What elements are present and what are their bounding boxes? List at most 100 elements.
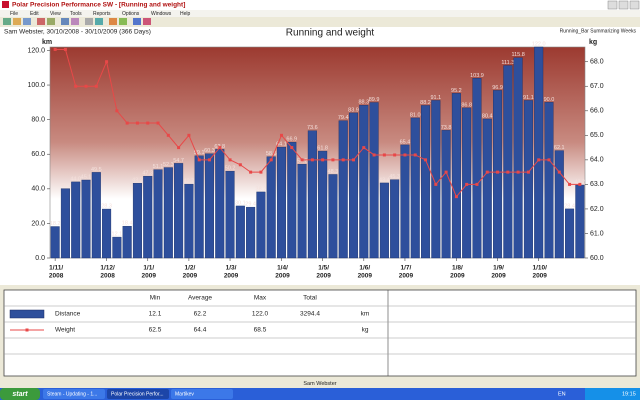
data-label: 61.8 xyxy=(317,146,328,152)
x-tick-label: 2009 xyxy=(491,273,506,280)
weight-marker xyxy=(105,60,109,64)
tool-button[interactable] xyxy=(23,18,31,25)
x-tick-label: 2009 xyxy=(399,273,414,280)
chart-title: Running and weight xyxy=(286,28,375,39)
bar xyxy=(81,179,91,259)
weight-marker xyxy=(197,158,201,162)
x-tick-label: 2009 xyxy=(224,273,239,280)
close-button[interactable] xyxy=(629,0,640,10)
weight-line xyxy=(55,48,580,198)
data-label: 45.1 xyxy=(81,174,92,180)
y-tick-label: 0.0 xyxy=(35,255,45,262)
bar xyxy=(493,90,503,259)
x-tick-label: 2009 xyxy=(358,273,373,280)
data-label: 122.0 xyxy=(532,41,546,47)
bar xyxy=(91,172,101,259)
data-label: 28.4 xyxy=(564,203,575,209)
bar xyxy=(431,100,441,259)
data-label: 64.1 xyxy=(276,142,287,148)
menu-item[interactable]: Tools xyxy=(70,11,82,17)
tool-button[interactable] xyxy=(47,18,55,25)
bar xyxy=(297,164,307,259)
table-cell: 62.2 xyxy=(194,311,207,318)
bar xyxy=(410,117,420,259)
data-label: 80.4 xyxy=(482,113,493,119)
maximize-button[interactable] xyxy=(618,0,629,10)
bar xyxy=(472,78,482,259)
bar xyxy=(122,225,132,259)
bar xyxy=(174,163,184,259)
weight-marker xyxy=(310,158,314,162)
bar xyxy=(266,156,276,259)
bar xyxy=(246,206,256,259)
weight-marker xyxy=(300,158,304,162)
menu-item[interactable]: View xyxy=(50,11,61,17)
x-tick-label: 1/12/ xyxy=(100,265,115,272)
task-button[interactable] xyxy=(171,389,233,399)
data-label: 52.3 xyxy=(163,162,174,168)
data-label: 73.6 xyxy=(307,125,318,131)
data-label: 50.2 xyxy=(225,166,236,172)
menu-item[interactable]: Windows xyxy=(151,11,172,17)
language: EN xyxy=(558,391,566,397)
bar xyxy=(204,153,214,259)
tool-button[interactable] xyxy=(85,18,93,25)
data-label: 91.1 xyxy=(430,95,441,101)
toolbar xyxy=(0,17,640,27)
weight-marker xyxy=(321,158,325,162)
column-header: Min xyxy=(150,295,161,302)
y2-tick-label: 61.0 xyxy=(590,230,604,237)
data-label: 28.3 xyxy=(101,204,112,210)
tool-button[interactable] xyxy=(109,18,117,25)
tool-button[interactable] xyxy=(95,18,103,25)
title-bar xyxy=(0,0,640,10)
y2-tick-label: 62.0 xyxy=(590,206,604,213)
column-header: Max xyxy=(254,295,267,302)
x-tick-label: 1/8/ xyxy=(452,265,463,272)
tool-button[interactable] xyxy=(133,18,141,25)
data-label: 59.1 xyxy=(194,150,205,156)
x-tick-label: 2009 xyxy=(142,273,157,280)
legend-swatch xyxy=(9,309,45,319)
clock: 19:15 xyxy=(622,391,636,397)
menu-item[interactable]: File xyxy=(10,11,18,17)
weight-marker xyxy=(547,158,551,162)
bar xyxy=(163,167,173,259)
table-cell: 64.4 xyxy=(194,327,207,334)
start-label: start xyxy=(12,391,28,398)
tool-button[interactable] xyxy=(3,18,11,25)
weight-marker xyxy=(568,182,572,186)
tool-button[interactable] xyxy=(119,18,127,25)
y-tick-label: 100.0 xyxy=(27,82,45,89)
summary-table xyxy=(3,289,637,377)
menu-item[interactable]: Options xyxy=(122,11,140,17)
data-label: 18.4 xyxy=(122,221,133,227)
menu-item[interactable]: Edit xyxy=(30,11,39,17)
start-button[interactable] xyxy=(0,388,40,400)
x-tick-label: 1/1/ xyxy=(143,265,154,272)
y2-tick-label: 66.0 xyxy=(590,108,604,115)
y-tick-label: 80.0 xyxy=(31,116,45,123)
task-button[interactable] xyxy=(107,389,169,399)
weight-marker xyxy=(403,153,407,157)
tool-button[interactable] xyxy=(61,18,69,25)
data-label: 58.6 xyxy=(266,151,277,157)
y2-axis-label: kg xyxy=(589,39,597,46)
minimize-button[interactable] xyxy=(607,0,618,10)
task-button[interactable] xyxy=(43,389,105,399)
x-tick-label: 1/6/ xyxy=(359,265,370,272)
tool-button[interactable] xyxy=(37,18,45,25)
data-label: 45.3 xyxy=(389,174,400,180)
tool-button[interactable] xyxy=(71,18,79,25)
plot: 0.0 20.0 40.0 60.0 80.0 100.0 120.0 60.0 61.0 62.… xyxy=(27,41,603,279)
data-label: 115.8 xyxy=(511,52,524,58)
y2-tick-label: 68.0 xyxy=(590,59,604,66)
menu-item[interactable]: Reports xyxy=(93,11,111,17)
tool-button[interactable] xyxy=(13,18,21,25)
weight-marker xyxy=(526,170,530,174)
y-tick-label: 120.0 xyxy=(27,47,45,54)
bar xyxy=(194,155,204,259)
menu-item[interactable]: Help xyxy=(180,11,191,17)
tool-button[interactable] xyxy=(143,18,151,25)
